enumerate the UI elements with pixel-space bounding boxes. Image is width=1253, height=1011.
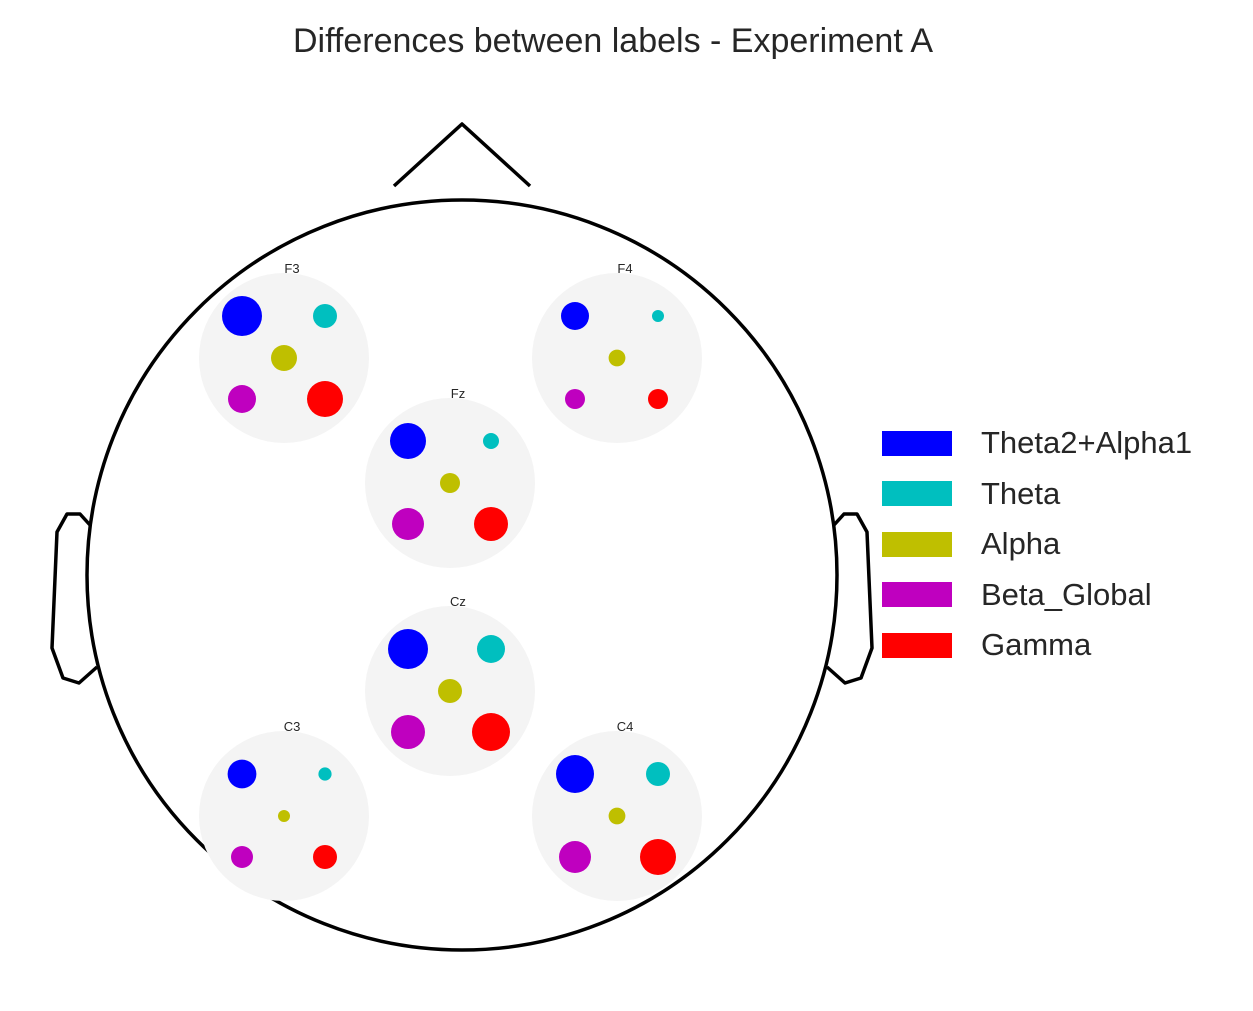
electrode-label: C4: [617, 719, 634, 734]
electrode-c3: C3: [199, 719, 369, 901]
data-point-alpha: [608, 349, 626, 367]
data-point-gamma: [648, 389, 668, 409]
electrode-f4: F4: [532, 261, 702, 443]
data-point-beta-global: [231, 846, 253, 868]
data-point-beta-global: [391, 715, 425, 749]
electrode-label: Fz: [451, 386, 465, 401]
data-point-alpha: [440, 473, 460, 493]
data-point-theta2-alpha1: [556, 755, 594, 793]
legend-swatch: [882, 481, 952, 507]
data-point-alpha: [608, 807, 626, 825]
data-point-theta2-alpha1: [561, 302, 589, 330]
legend-label: Beta_Global: [981, 576, 1152, 612]
left-ear-shape: [50, 512, 99, 685]
legend-item: Beta_Global: [882, 570, 1242, 621]
legend-label: Gamma: [981, 627, 1092, 663]
legend-label: Theta2+Alpha1: [981, 425, 1193, 461]
electrode-f3: F3: [199, 261, 369, 443]
data-point-gamma: [307, 381, 343, 417]
legend-swatch: [882, 430, 952, 456]
data-point-alpha: [438, 679, 462, 703]
data-point-gamma: [313, 845, 337, 869]
data-point-theta: [652, 310, 664, 322]
data-point-alpha: [271, 345, 297, 371]
electrode-label: Cz: [450, 594, 466, 609]
chart-title: Differences between labels - Experiment …: [292, 22, 934, 60]
data-point-theta: [477, 635, 505, 663]
data-point-gamma: [472, 713, 510, 751]
data-point-theta: [483, 433, 499, 449]
data-point-gamma: [640, 839, 676, 875]
right-ear-shape: [825, 512, 874, 685]
legend-item: Theta2+Alpha1: [882, 418, 1242, 469]
data-point-beta-global: [392, 508, 424, 540]
data-point-theta: [318, 767, 332, 781]
legend-item: Alpha: [882, 519, 1242, 570]
legend-swatch: [882, 531, 952, 557]
head-outline: [50, 122, 874, 952]
data-point-beta-global: [565, 389, 585, 409]
electrode-label: F4: [617, 261, 632, 276]
data-point-alpha: [278, 810, 290, 822]
legend-swatch: [882, 582, 952, 608]
data-point-theta2-alpha1: [388, 629, 428, 669]
electrodes-group: F3 F4 Fz Cz C3 C4: [199, 261, 702, 901]
electrode-label: F3: [284, 261, 299, 276]
electrode-fz: Fz: [365, 386, 535, 568]
electrode-c4: C4: [532, 719, 702, 901]
data-point-gamma: [474, 507, 508, 541]
data-point-theta: [646, 762, 670, 786]
nose-shape: [392, 122, 532, 188]
data-point-beta-global: [228, 385, 256, 413]
electrode-label: C3: [284, 719, 301, 734]
legend-item: Gamma: [882, 620, 1242, 671]
data-point-theta: [313, 304, 337, 328]
electrode-cz: Cz: [365, 594, 535, 776]
legend-item: Theta: [882, 469, 1242, 520]
data-point-theta2-alpha1: [222, 296, 262, 336]
legend-label: Alpha: [981, 526, 1061, 562]
data-point-beta-global: [559, 841, 591, 873]
data-point-theta2-alpha1: [227, 759, 257, 789]
legend: Theta2+Alpha1 Theta Alpha Beta_Global Gamma: [882, 418, 1242, 671]
legend-swatch: [882, 632, 952, 658]
data-point-theta2-alpha1: [390, 423, 426, 459]
head-circle: [85, 198, 839, 952]
legend-label: Theta: [981, 475, 1061, 511]
